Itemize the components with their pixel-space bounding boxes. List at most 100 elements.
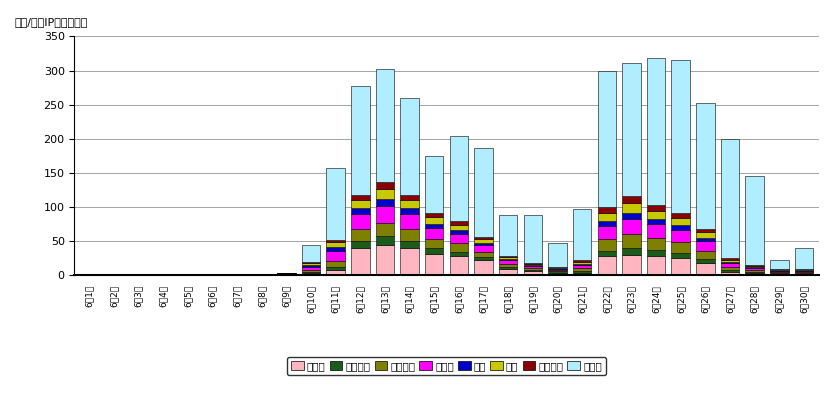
Bar <box>622 220 641 234</box>
Text: （件/日・IPアドレス）: （件/日・IPアドレス） <box>15 17 88 27</box>
Bar <box>327 251 345 261</box>
Bar <box>573 265 591 268</box>
Bar <box>475 237 493 239</box>
Bar <box>277 273 295 274</box>
Bar <box>523 266 542 268</box>
Bar <box>375 182 394 189</box>
Bar <box>573 268 591 271</box>
Bar <box>745 265 764 266</box>
Bar <box>327 270 345 275</box>
Bar <box>450 222 468 225</box>
Bar <box>499 260 518 264</box>
Bar <box>425 156 443 213</box>
Bar <box>523 263 542 264</box>
Bar <box>400 209 418 214</box>
Bar <box>499 266 518 269</box>
Bar <box>548 243 566 266</box>
Bar <box>573 209 591 260</box>
Bar <box>425 248 443 254</box>
Bar <box>696 232 715 238</box>
Bar <box>598 251 616 256</box>
Bar <box>450 234 468 243</box>
Bar <box>351 209 370 214</box>
Bar <box>672 253 690 258</box>
Bar <box>475 260 493 275</box>
Bar <box>672 230 690 242</box>
Bar <box>499 256 518 257</box>
Bar <box>277 274 295 275</box>
Bar <box>770 274 788 275</box>
Bar <box>573 271 591 273</box>
Bar <box>770 272 788 273</box>
Bar <box>745 270 764 272</box>
Bar <box>302 270 320 272</box>
Bar <box>302 273 320 275</box>
Bar <box>375 223 394 237</box>
Bar <box>351 195 370 200</box>
Bar <box>721 266 739 270</box>
Bar <box>375 69 394 182</box>
Bar <box>400 241 418 248</box>
Bar <box>721 272 739 275</box>
Bar <box>425 224 443 228</box>
Bar <box>548 273 566 275</box>
Bar <box>672 60 690 213</box>
Bar <box>721 260 739 262</box>
Bar <box>302 272 320 273</box>
Bar <box>375 206 394 223</box>
Bar <box>523 215 542 263</box>
Bar <box>622 255 641 275</box>
Bar <box>795 269 813 270</box>
Bar <box>622 248 641 255</box>
Bar <box>795 271 813 272</box>
Bar <box>598 226 616 239</box>
Bar <box>327 247 345 251</box>
Bar <box>499 264 518 266</box>
Bar <box>647 238 665 250</box>
Bar <box>425 228 443 239</box>
Bar <box>745 177 764 265</box>
Bar <box>770 260 788 269</box>
Bar <box>450 136 468 222</box>
Bar <box>475 239 493 243</box>
Bar <box>598 239 616 251</box>
Bar <box>351 229 370 241</box>
Bar <box>327 266 345 270</box>
Bar <box>400 229 418 241</box>
Bar <box>523 268 542 270</box>
Bar <box>598 213 616 221</box>
Bar <box>523 270 542 271</box>
Bar <box>351 241 370 248</box>
Bar <box>450 243 468 252</box>
Bar <box>327 261 345 266</box>
Bar <box>770 270 788 271</box>
Bar <box>721 270 739 272</box>
Bar <box>795 274 813 275</box>
Bar <box>647 219 665 224</box>
Bar <box>745 266 764 267</box>
Bar <box>672 225 690 230</box>
Bar <box>548 270 566 271</box>
Bar <box>375 189 394 199</box>
Bar <box>475 148 493 237</box>
Bar <box>475 257 493 260</box>
Bar <box>573 260 591 262</box>
Bar <box>672 218 690 225</box>
Bar <box>351 248 370 275</box>
Bar <box>745 273 764 275</box>
Bar <box>770 269 788 270</box>
Bar <box>622 63 641 196</box>
Bar <box>400 195 418 200</box>
Bar <box>622 213 641 220</box>
Bar <box>647 58 665 205</box>
Bar <box>622 196 641 203</box>
Bar <box>351 200 370 209</box>
Bar <box>647 250 665 256</box>
Bar <box>770 273 788 274</box>
Bar <box>351 214 370 229</box>
Bar <box>548 266 566 267</box>
Bar <box>672 258 690 275</box>
Bar <box>523 265 542 266</box>
Bar <box>745 272 764 273</box>
Bar <box>425 254 443 275</box>
